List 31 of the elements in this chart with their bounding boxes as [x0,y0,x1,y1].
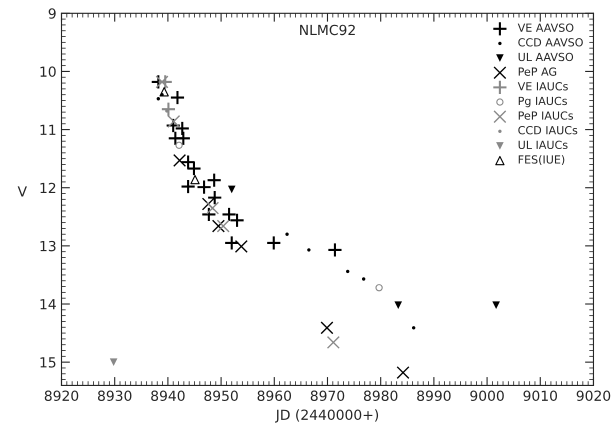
y-axis-title: V [18,186,27,196]
legend-label: CCD IAUCs [518,126,578,134]
text: NLMC92 [300,24,355,36]
y-tick-label: 15 [40,357,56,368]
y-tick-label: 13 [40,240,56,252]
x-tick-label: 9000 [470,390,504,402]
legend-label: UL AAVSO [518,52,574,62]
x-tick-label: 8960 [258,390,292,402]
x-tick-label: 8990 [417,390,451,402]
x-tick-label: 8920 [44,390,78,402]
x-tick-label: 8940 [151,390,185,402]
legend-label: CCD AAVSO [518,38,583,47]
legend-label: VE IAUCs [518,82,568,90]
y-tick-label: 9 [48,8,56,19]
legend-label: PeP IAUCs [518,111,574,120]
x-tick-label: 8930 [98,390,132,402]
x-tick-label: 8970 [310,390,344,402]
y-tick-label: 10 [40,66,56,77]
x-tick-label: 9010 [523,390,558,402]
x-tick-label: 9020 [576,390,610,402]
legend-label: FES(IUE) [518,155,564,165]
legend-label: Pg IAUCs [518,96,567,108]
legend-label: UL IAUCs [518,140,568,150]
y-tick-label: 14 [40,299,56,310]
x-axis-title: JD (2440000+) [275,409,378,423]
x-tick-label: 8950 [204,390,238,402]
y-tick-label: 12 [40,182,56,193]
legend-label: VE AAVSO [518,23,574,32]
legend-label: PeP AG [518,67,556,76]
y-tick-label: 11 [40,124,56,135]
x-tick-label: 8980 [364,390,398,402]
